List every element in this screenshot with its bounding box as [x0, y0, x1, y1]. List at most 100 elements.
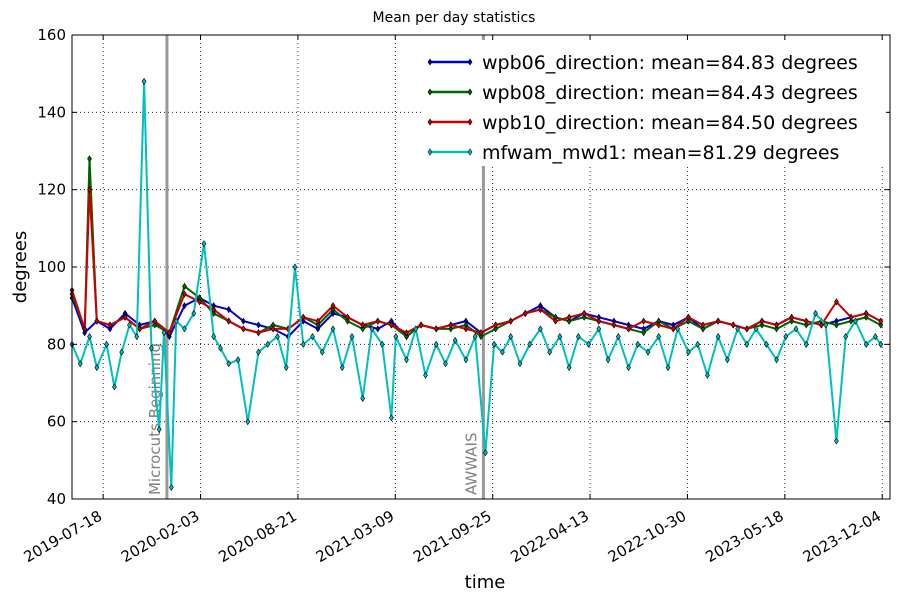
data-point — [463, 356, 469, 364]
data-point — [275, 333, 280, 341]
data-point — [404, 329, 409, 337]
data-point — [226, 360, 232, 368]
data-point — [581, 313, 587, 321]
data-point — [789, 317, 795, 325]
data-point — [670, 325, 676, 333]
data-point — [686, 348, 691, 356]
data-point — [547, 348, 553, 356]
data-point — [413, 325, 419, 333]
data-point — [283, 363, 289, 372]
data-point — [586, 340, 591, 348]
data-point — [256, 348, 261, 356]
data-point — [735, 325, 740, 333]
data-point — [818, 321, 824, 329]
data-point — [360, 321, 366, 329]
data-point — [182, 325, 187, 333]
data-point — [759, 321, 765, 329]
data-point — [339, 363, 345, 372]
data-point — [853, 317, 858, 325]
data-point — [82, 325, 88, 333]
y-axis-label: degrees — [10, 231, 31, 303]
data-point — [878, 321, 884, 329]
data-point — [522, 309, 528, 317]
data-point — [774, 356, 779, 364]
data-point — [191, 309, 197, 317]
data-point — [863, 340, 869, 348]
data-point — [863, 313, 869, 321]
y-tick-label: 100 — [37, 258, 66, 276]
data-point — [705, 371, 710, 379]
legend-swatch-marker — [427, 148, 433, 156]
data-point — [508, 317, 514, 325]
data-point — [675, 325, 681, 333]
data-point — [379, 340, 385, 348]
data-point — [375, 325, 381, 333]
data-point — [393, 333, 399, 341]
y-tick-label: 140 — [37, 103, 66, 121]
data-point — [211, 309, 217, 317]
data-point — [478, 329, 484, 337]
data-point — [491, 340, 497, 348]
data-point — [863, 309, 869, 317]
data-point — [201, 240, 207, 248]
data-point — [300, 317, 306, 325]
data-point — [433, 325, 439, 333]
data-point — [478, 333, 484, 341]
data-point — [611, 321, 617, 329]
data-point — [878, 317, 884, 325]
data-point — [241, 325, 246, 333]
data-point — [774, 321, 779, 329]
data-point — [715, 333, 721, 341]
data-point — [566, 313, 572, 321]
x-axis-label: time — [465, 572, 506, 593]
data-point — [527, 340, 533, 348]
data-point — [656, 321, 662, 329]
data-point — [197, 298, 202, 306]
data-point — [404, 333, 409, 341]
data-point — [389, 321, 394, 329]
data-point — [360, 394, 366, 403]
data-point — [319, 348, 325, 356]
y-tick-label: 120 — [37, 181, 66, 199]
data-point — [315, 325, 321, 333]
data-point — [315, 321, 321, 329]
data-point — [581, 309, 587, 317]
data-point — [566, 317, 572, 325]
data-point — [538, 305, 543, 314]
chart-title: Mean per day statistics — [373, 10, 536, 26]
data-point — [112, 383, 117, 391]
data-point — [763, 340, 769, 348]
data-point — [270, 325, 276, 333]
series-3 — [69, 77, 884, 491]
legend-entry-label: wpb08_direction: mean=84.43 degrees — [482, 82, 858, 104]
data-point — [122, 313, 128, 321]
y-tick-label: 160 — [37, 26, 66, 44]
data-point — [226, 317, 232, 325]
data-point — [615, 333, 621, 341]
data-point — [152, 317, 158, 325]
data-point — [774, 325, 779, 333]
data-point — [134, 333, 140, 341]
data-point — [107, 321, 113, 329]
data-point — [182, 282, 187, 290]
data-point — [87, 155, 92, 163]
data-point — [443, 360, 448, 368]
data-point — [834, 298, 839, 306]
data-point — [744, 325, 750, 333]
data-point — [665, 363, 671, 372]
data-point — [500, 348, 505, 356]
data-point — [803, 317, 809, 325]
event-label: AWWAIS — [462, 433, 480, 496]
data-point — [848, 317, 854, 325]
data-point — [803, 321, 809, 329]
legend-entry-label: wpb06_direction: mean=84.83 degrees — [482, 52, 858, 74]
data-point — [645, 348, 651, 356]
data-point — [94, 317, 100, 325]
data-point — [508, 333, 514, 341]
data-point — [345, 317, 350, 325]
data-point — [389, 414, 394, 422]
legend-entry-label: mfwam_mwd1: mean=81.29 degrees — [482, 142, 839, 164]
data-point — [700, 325, 706, 333]
data-point — [94, 363, 100, 372]
data-point — [119, 348, 125, 356]
